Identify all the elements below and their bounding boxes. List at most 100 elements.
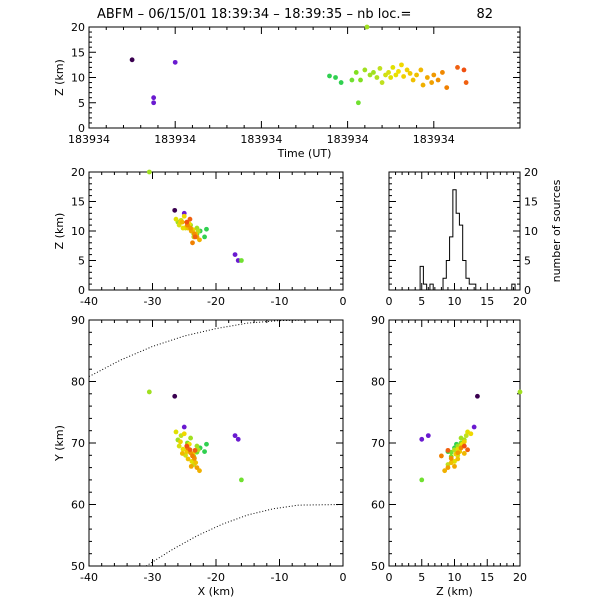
time-height-xtick-label: 183934 bbox=[413, 133, 455, 146]
z-y-point bbox=[461, 443, 467, 449]
time-height-frame bbox=[88, 26, 521, 129]
histogram-outline bbox=[416, 189, 516, 291]
z-y-point bbox=[439, 453, 444, 459]
time-height-point bbox=[399, 62, 404, 68]
time-height-point bbox=[463, 80, 469, 85]
x-z-ytick-label: 0 bbox=[78, 284, 85, 297]
lower-range-ring bbox=[145, 504, 344, 567]
x-z-panel: -40 -30 -20 -10 0 0 5 10 15 20 Z (km) bbox=[53, 166, 347, 308]
x-y-point bbox=[146, 389, 152, 395]
z-y-point bbox=[445, 465, 451, 470]
time-height-point bbox=[390, 65, 396, 70]
z-histogram-ylabel: number of sources bbox=[550, 179, 563, 282]
time-height-ytick-label: 15 bbox=[71, 46, 85, 59]
x-z-point bbox=[188, 225, 194, 231]
z-y-point bbox=[463, 433, 469, 439]
x-y-point bbox=[192, 447, 198, 453]
z-y-point bbox=[419, 436, 425, 442]
z-y-panel: 0 5 10 15 20 50 60 70 80 90 Z (km) bbox=[371, 314, 527, 598]
time-height-point bbox=[420, 82, 426, 88]
x-y-point bbox=[187, 447, 193, 453]
z-y-point bbox=[458, 435, 464, 441]
time-height-xtick-label: 183934 bbox=[327, 133, 369, 146]
x-z-point bbox=[202, 234, 207, 240]
x-z-frame bbox=[88, 171, 344, 291]
time-height-point bbox=[401, 74, 407, 79]
z-y-point bbox=[442, 468, 448, 474]
time-height-point bbox=[338, 80, 344, 85]
x-y-point bbox=[172, 393, 178, 399]
x-y-xlabel: X (km) bbox=[198, 585, 235, 598]
time-height-point bbox=[440, 70, 445, 75]
x-z-point bbox=[192, 234, 198, 240]
z-y-point bbox=[461, 439, 467, 445]
z-y-point bbox=[425, 433, 431, 439]
time-height-point bbox=[461, 67, 467, 73]
time-height-panel: 183934 183934 183934 183934 18393405101520Ti… bbox=[53, 21, 521, 160]
time-height-point bbox=[371, 70, 376, 75]
z-y-ytick-label: 60 bbox=[371, 499, 385, 512]
time-height-point bbox=[455, 65, 460, 70]
x-y-point bbox=[185, 456, 191, 462]
x-z-ytick-label: 10 bbox=[71, 225, 85, 238]
x-y-ytick-label: 50 bbox=[71, 560, 85, 573]
time-height-point bbox=[435, 77, 441, 83]
x-z-point bbox=[181, 213, 187, 219]
x-y-xtick-label: -30 bbox=[144, 571, 162, 584]
x-y-point bbox=[180, 446, 186, 452]
time-height-point bbox=[377, 66, 383, 71]
time-height-xtick-label: 183934 bbox=[68, 133, 110, 146]
z-histogram-xtick-label: 5 bbox=[418, 295, 425, 308]
x-z-point bbox=[190, 240, 195, 246]
time-height-point bbox=[333, 75, 338, 80]
x-y-ytick-label: 60 bbox=[71, 499, 85, 512]
time-height-ytick-label: 5 bbox=[78, 97, 85, 110]
x-y-point bbox=[178, 439, 183, 445]
time-height-point bbox=[355, 100, 361, 106]
x-z-point bbox=[204, 226, 209, 232]
time-height-point bbox=[407, 71, 413, 76]
x-z-ytick-label: 20 bbox=[71, 166, 85, 179]
z-histogram-ytick-label: 5 bbox=[524, 255, 531, 268]
x-y-point bbox=[184, 443, 190, 449]
z-histogram-xtick-label: 20 bbox=[513, 295, 527, 308]
time-height-point bbox=[358, 77, 363, 83]
x-z-point bbox=[179, 219, 185, 225]
z-y-point bbox=[475, 393, 480, 399]
x-y-point bbox=[194, 465, 200, 470]
time-height-point bbox=[353, 70, 359, 75]
z-histogram-ytick-label: 0 bbox=[524, 284, 531, 297]
time-height-xtick-label: 183934 bbox=[240, 133, 282, 146]
x-y-point bbox=[194, 443, 200, 449]
time-height-point bbox=[151, 100, 157, 106]
x-z-point bbox=[173, 216, 179, 222]
z-y-point bbox=[419, 477, 425, 483]
z-histogram-ytick-label: 10 bbox=[524, 225, 538, 238]
time-height-ylabel: Z (km) bbox=[53, 59, 66, 96]
x-y-point bbox=[176, 443, 182, 449]
time-height-point bbox=[362, 67, 368, 73]
time-height-xtick-label: 183934 bbox=[154, 133, 196, 146]
x-y-xtick-label: -40 bbox=[80, 571, 98, 584]
z-y-ytick-label: 80 bbox=[371, 376, 385, 389]
z-y-point bbox=[448, 460, 454, 466]
z-y-ytick-label: 50 bbox=[371, 560, 385, 573]
time-height-point bbox=[386, 70, 391, 75]
z-histogram-ytick-label: 15 bbox=[524, 196, 538, 209]
source-count: 82 bbox=[476, 7, 493, 22]
x-z-point bbox=[180, 225, 186, 231]
x-y-point bbox=[193, 460, 199, 466]
x-y-point bbox=[202, 449, 207, 455]
z-y-point bbox=[455, 450, 461, 456]
x-y-point bbox=[179, 451, 185, 456]
time-height-point bbox=[393, 72, 399, 78]
time-height-ytick-label: 10 bbox=[71, 72, 85, 85]
x-y-point bbox=[235, 436, 241, 442]
time-height-point bbox=[404, 67, 410, 73]
time-height-point bbox=[367, 72, 373, 78]
x-z-point bbox=[184, 219, 190, 225]
x-z-point bbox=[146, 169, 152, 175]
x-y-point bbox=[181, 424, 187, 430]
